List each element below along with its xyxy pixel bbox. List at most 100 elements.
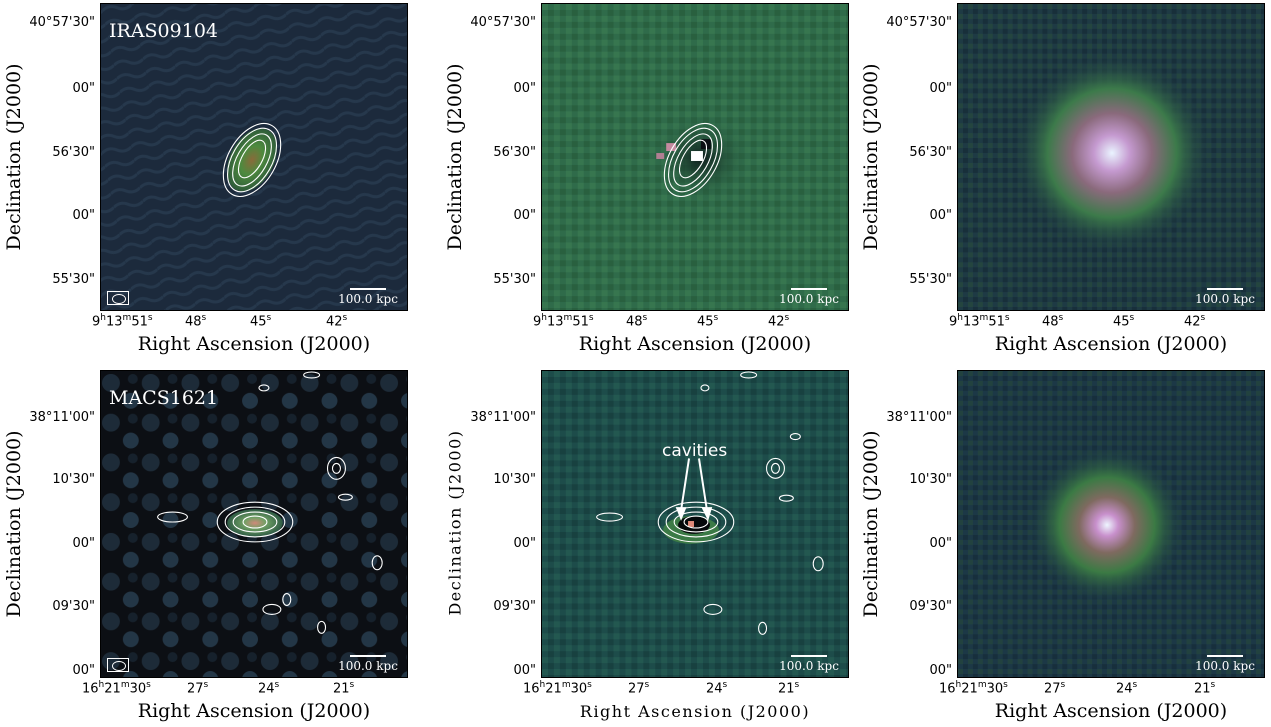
ytick: 00" [72,663,95,678]
y-axis-label: Declination (J2000) [860,63,882,251]
beam-ellipse-icon [107,291,129,305]
scale-bar-label: 100.0 kpc [338,659,398,673]
ytick: 38°11'00" [29,410,95,425]
panel-xray-macs1621: 100.0 kpc [957,370,1265,678]
xtick-first: 9h13m51s [533,313,594,330]
ytick: 00" [513,208,536,223]
scale-bar-line [791,288,827,290]
xtick: 24s [706,680,728,697]
scale-bar-line [1207,655,1243,657]
y-axis-label: Declination (J2000) [3,430,25,618]
ytick: 00" [72,81,95,96]
ytick: 00" [513,536,536,551]
x-axis-label: Right Ascension (J2000) [579,702,811,721]
cavities-label: cavities [662,441,728,461]
ytick: 00" [929,208,952,223]
x-axis-label: Right Ascension (J2000) [994,700,1228,722]
xtick: 42s [1184,313,1206,330]
scale-bar-line [791,655,827,657]
ytick: 10'30" [909,472,952,487]
scale-bar: 100.0 kpc [1190,655,1260,673]
xtick: 21s [333,680,355,697]
xtick: 27s [1044,680,1066,697]
xtick: 42s [768,313,790,330]
ytick: 00" [929,663,952,678]
xtick: 48s [1042,313,1064,330]
residual-image [542,371,848,677]
ytick: 40°57'30" [470,15,536,30]
radio-contours [663,123,723,197]
panel-radio-macs1621: MACS1621 100.0 kpc [100,370,408,678]
source-name: IRAS09104 [109,20,218,42]
scale-bar-label: 100.0 kpc [1195,659,1255,673]
x-axis-label: Right Ascension (J2000) [137,700,371,722]
panel-residual-macs1621: cavities 100.0 kpc [541,370,849,678]
y-axis-label: Declination (J2000) [3,63,25,251]
xtick: 42s [326,313,348,330]
ytick: 00" [929,81,952,96]
xtick: 21s [778,680,800,697]
xray-image [958,4,1264,310]
xtick: 24s [1116,680,1138,697]
ytick: 10'30" [493,472,536,487]
ytick: 56'30" [493,145,536,160]
ytick: 55'30" [52,272,95,287]
scale-bar-line [350,288,386,290]
xtick: 45s [250,313,272,330]
scale-bar: 100.0 kpc [774,288,844,306]
radio-contours [157,371,383,634]
xtick: 45s [697,313,719,330]
scale-bar-label: 100.0 kpc [1195,292,1255,306]
scale-bar: 100.0 kpc [333,288,403,306]
x-axis-label: Right Ascension (J2000) [994,333,1228,355]
scale-bar: 100.0 kpc [333,655,403,673]
ytick: 00" [929,536,952,551]
scale-bar-line [350,655,386,657]
ytick: 09'30" [52,599,95,614]
scale-bar: 100.0 kpc [1190,288,1260,306]
xtick-first: 9h13m51s [92,313,153,330]
xtick-first: 9h13m51s [949,313,1010,330]
scale-bar-label: 100.0 kpc [779,292,839,306]
xtick-first: 16h21m30s [523,680,592,697]
x-axis-label: Right Ascension (J2000) [137,333,371,355]
source-name: MACS1621 [109,387,219,409]
xray-image [958,371,1264,677]
ytick: 09'30" [493,599,536,614]
residual-image [542,4,848,310]
y-axis-label: Declination (J2000) [444,63,466,251]
xtick-first: 16h21m30s [939,680,1008,697]
xtick: 21s [1194,680,1216,697]
xtick: 24s [258,680,280,697]
panel-radio-iras09104: IRAS09104 100.0 kpc [100,3,408,311]
cavity-arrows [675,458,713,521]
ytick: 00" [513,81,536,96]
y-axis-label: Declination (J2000) [445,429,465,616]
x-axis-label: Right Ascension (J2000) [578,333,812,355]
ytick: 00" [513,663,536,678]
ytick: 40°57'30" [886,15,952,30]
ytick: 56'30" [52,145,95,160]
xtick: 48s [185,313,207,330]
scale-bar-label: 100.0 kpc [338,292,398,306]
ytick: 38°11'00" [470,410,536,425]
ytick: 10'30" [52,472,95,487]
ytick: 00" [72,536,95,551]
ytick: 56'30" [909,145,952,160]
beam-ellipse-icon [107,658,129,672]
radio-image [101,4,407,310]
scale-bar-line [1207,288,1243,290]
xtick: 48s [626,313,648,330]
panel-xray-iras09104: 100.0 kpc [957,3,1265,311]
y-axis-label: Declination (J2000) [860,430,882,618]
xtick: 45s [1113,313,1135,330]
scale-bar-label: 100.0 kpc [779,659,839,673]
ytick: 55'30" [493,272,536,287]
ytick: 55'30" [909,272,952,287]
ytick: 40°57'30" [29,15,95,30]
ytick: 00" [72,208,95,223]
ytick: 38°11'00" [886,410,952,425]
radio-contours [222,123,282,197]
xtick-first: 16h21m30s [82,680,151,697]
xtick: 27s [628,680,650,697]
